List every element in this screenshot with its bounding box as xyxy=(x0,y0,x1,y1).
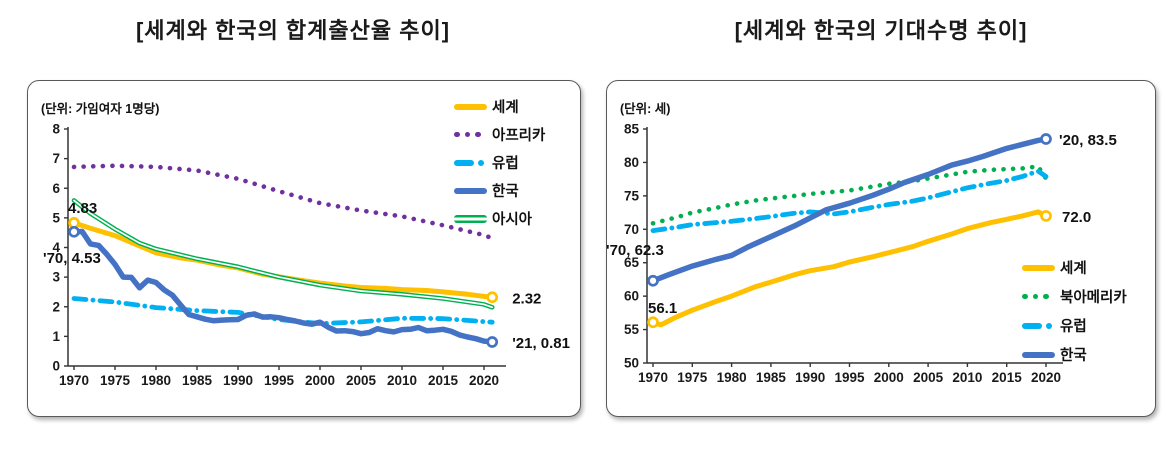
end-marker-korea xyxy=(68,225,80,238)
legend-item-north-america: 북아메리카 xyxy=(1022,286,1127,307)
y-tick-label: 60 xyxy=(624,289,639,304)
y-tick-label: 85 xyxy=(624,122,640,137)
x-tick-label: 1995 xyxy=(834,370,865,385)
y-tick-label: 8 xyxy=(52,122,60,137)
y-tick-label: 55 xyxy=(624,322,640,337)
series-line-europe xyxy=(650,168,1049,234)
right-chart-title: [세계와 한국의 기대수명 추이] xyxy=(734,18,1028,43)
annotation: 2.32 xyxy=(512,290,541,307)
legend-label-world: 세계 xyxy=(1060,261,1087,277)
end-marker-world xyxy=(1040,210,1052,222)
end-marker-korea xyxy=(1040,133,1052,145)
x-tick-label: 1970 xyxy=(59,373,89,388)
x-tick-label: 2020 xyxy=(469,373,499,388)
europe-line-swatch xyxy=(454,159,487,166)
left-chart-plot: 0 1 2 3 4 5 6 7 8 1970 1975 1980 1985 1990 1995 2000 200… xyxy=(43,122,570,389)
africa-line-swatch xyxy=(454,131,487,138)
legend-label-korea: 한국 xyxy=(492,184,519,200)
x-tick-label: 1980 xyxy=(141,373,171,388)
right-chart-plot: 50 55 60 65 70 75 80 85 1970 1975 1980 1985 1990 1995… xyxy=(607,122,1117,386)
legend-item-world: 세계 xyxy=(454,96,545,117)
end-marker-world xyxy=(647,316,659,329)
series-line-africa xyxy=(71,163,495,241)
annotation: 4.83 xyxy=(68,200,97,217)
series-line-korea xyxy=(71,228,495,345)
x-tick-label: 1980 xyxy=(717,370,747,385)
y-tick-label: 70 xyxy=(624,222,639,237)
legend-item-africa: 아프리카 xyxy=(454,124,545,145)
legend-label-europe: 유럽 xyxy=(1060,319,1087,335)
y-tick-label: 80 xyxy=(624,155,639,170)
x-tick-label: 1985 xyxy=(182,373,213,388)
x-tick-label: 2005 xyxy=(346,373,377,388)
x-tick-label: 1990 xyxy=(795,370,825,385)
x-tick-label: 1975 xyxy=(677,370,708,385)
annotation: 72.0 xyxy=(1062,209,1091,226)
annotation: '70, 4.53 xyxy=(43,250,101,267)
asia-line-swatch xyxy=(454,214,487,223)
end-marker-korea xyxy=(486,336,499,348)
world-line-swatch xyxy=(1022,264,1055,271)
legend-label-africa: 아프리카 xyxy=(492,128,546,144)
right-chart-legend: 세계 북아메리카 유럽 한국 xyxy=(1022,257,1127,365)
world-line-swatch xyxy=(454,103,487,110)
series-line-inner-asia xyxy=(73,199,494,309)
legend-item-europe: 유럽 xyxy=(454,152,545,173)
north-america-line-swatch xyxy=(1022,293,1055,300)
end-marker-korea xyxy=(647,274,659,287)
annotation: '21, 0.81 xyxy=(512,335,570,352)
x-tick-label: 1970 xyxy=(638,370,668,385)
legend-label-asia: 아시아 xyxy=(492,212,533,228)
series-line-korea xyxy=(650,136,1049,284)
series-line-north-america xyxy=(650,164,1049,226)
annotation: '20, 83.5 xyxy=(1059,132,1117,149)
legend-item-korea: 한국 xyxy=(1022,344,1127,365)
series-line-world xyxy=(650,209,1049,328)
x-tick-label: 2010 xyxy=(952,370,982,385)
y-tick-label: 1 xyxy=(52,329,60,344)
x-tick-label: 2015 xyxy=(992,370,1023,385)
left-chart-legend: 세계 아프리카 유럽 한국 아시아 xyxy=(454,96,545,229)
x-tick-label: 2015 xyxy=(428,373,459,388)
x-tick-label: 2000 xyxy=(305,373,335,388)
x-tick-label: 1990 xyxy=(223,373,253,388)
korea-line-swatch xyxy=(1022,351,1055,358)
y-tick-label: 4 xyxy=(52,240,60,255)
x-tick-label: 1995 xyxy=(264,373,295,388)
right-chart-panel: 50 55 60 65 70 75 80 85 1970 1975 1980 1985 1990 1995… xyxy=(606,80,1156,417)
korea-line-swatch xyxy=(454,187,487,194)
y-tick-label: 6 xyxy=(52,181,60,196)
y-tick-label: 2 xyxy=(52,299,60,314)
legend-item-europe: 유럽 xyxy=(1022,315,1127,336)
y-tick-label: 3 xyxy=(52,270,60,285)
x-tick-label: 2020 xyxy=(1031,370,1061,385)
y-tick-label: 0 xyxy=(52,359,60,374)
y-tick-label: 7 xyxy=(52,151,60,166)
legend-item-asia: 아시아 xyxy=(454,208,545,229)
annotation: '70, 62.3 xyxy=(607,242,664,259)
left-chart-panel: 0 1 2 3 4 5 6 7 8 1970 1975 1980 1985 1990 1995 2000 200… xyxy=(27,80,581,417)
left-chart-title: [세계와 한국의 합계출산율 추이] xyxy=(135,18,451,43)
legend-label-north-america: 북아메리카 xyxy=(1060,290,1127,306)
x-tick-label: 1975 xyxy=(100,373,131,388)
europe-line-swatch xyxy=(1022,322,1055,329)
legend-label-world: 세계 xyxy=(492,100,519,116)
x-tick-label: 1985 xyxy=(756,370,787,385)
legend-item-world: 세계 xyxy=(1022,257,1127,278)
y-tick-label: 5 xyxy=(52,210,60,225)
legend-item-korea: 한국 xyxy=(454,180,545,201)
y-tick-label: 75 xyxy=(624,188,640,203)
end-marker-world xyxy=(486,291,499,304)
annotation: 56.1 xyxy=(648,300,677,317)
x-tick-label: 2010 xyxy=(387,373,417,388)
y-tick-label: 65 xyxy=(624,255,640,270)
x-tick-label: 2000 xyxy=(874,370,904,385)
y-tick-label: 50 xyxy=(624,356,639,371)
left-chart-unit-label: (단위: 가임여자 1명당) xyxy=(41,102,160,116)
legend-label-korea: 한국 xyxy=(1060,348,1087,364)
x-tick-label: 2005 xyxy=(913,370,944,385)
legend-label-europe: 유럽 xyxy=(492,156,519,172)
right-chart-unit-label: (단위: 세) xyxy=(620,102,671,116)
